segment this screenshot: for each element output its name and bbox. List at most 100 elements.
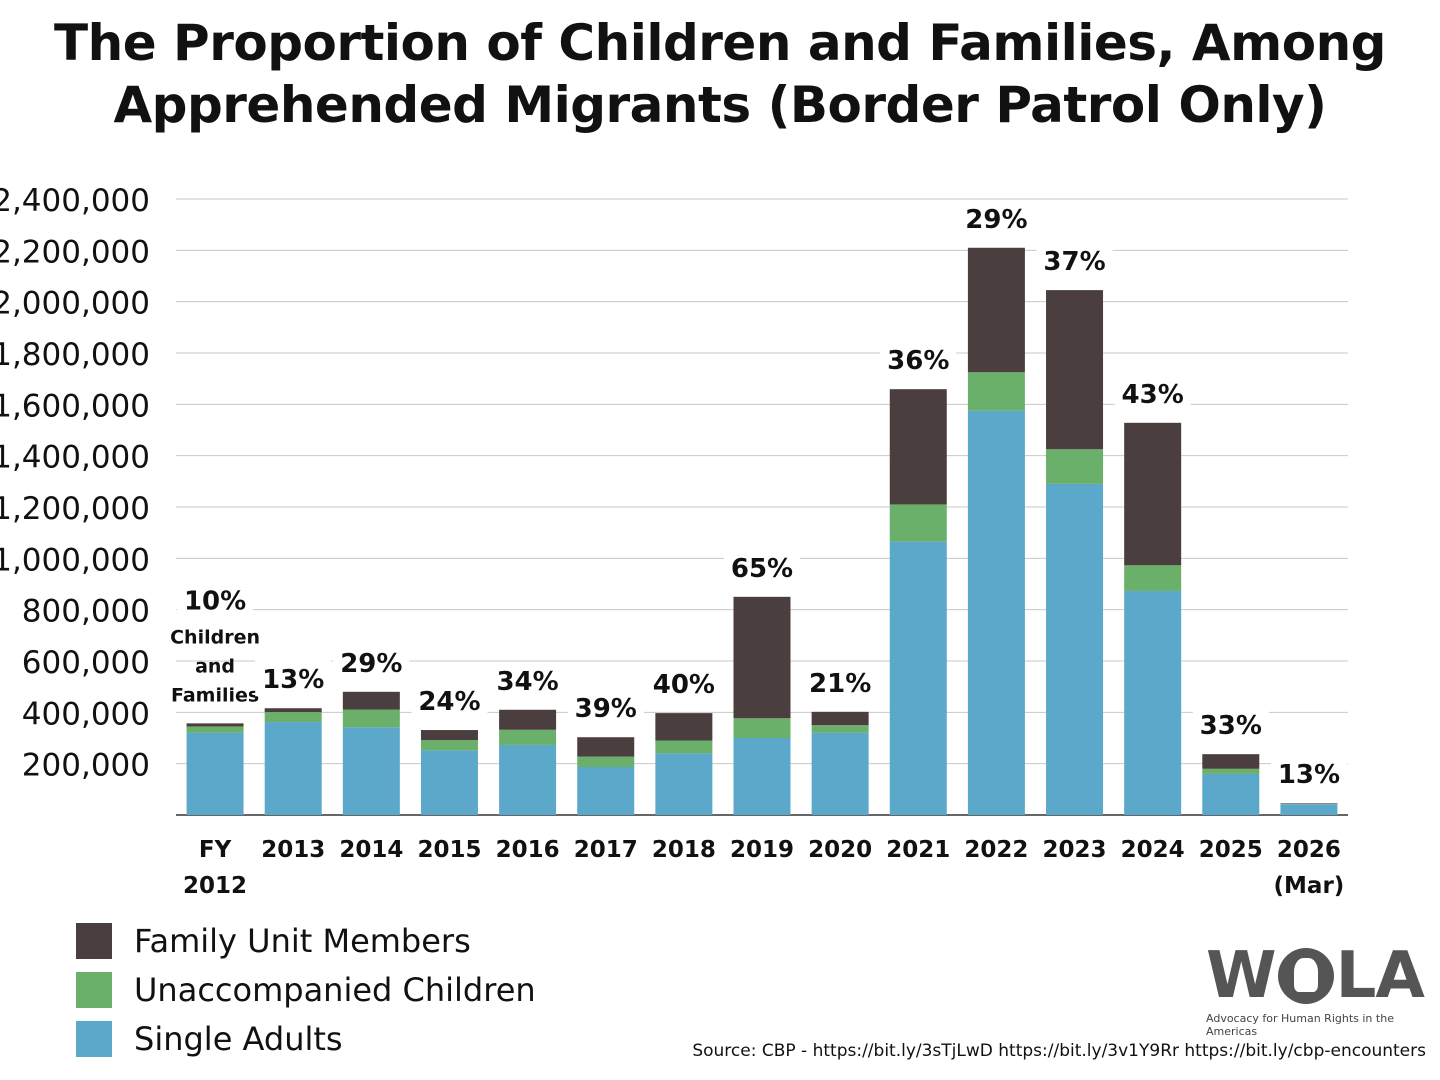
legend-item-family-units: Family Unit Members: [76, 916, 536, 965]
percent-label: 33%: [1200, 711, 1262, 741]
x-tick-label: 2022: [964, 837, 1028, 863]
percent-label: 43%: [1122, 380, 1184, 410]
chart-legend: Family Unit Members Unaccompanied Childr…: [76, 916, 536, 1063]
bar-segment-unaccompanied-children: [655, 740, 713, 754]
x-tick-label: 2012: [183, 873, 247, 899]
x-tick-label: 2015: [417, 837, 481, 863]
bar-segment-unaccompanied-children: [967, 372, 1025, 411]
legend-swatch-family-units: [76, 922, 112, 959]
legend-label-single-adults: Single Adults: [134, 1019, 343, 1058]
percent-label-bg: [802, 663, 879, 700]
bar-segment-single-adults: [186, 732, 244, 815]
bar-segment-single-adults: [889, 541, 947, 815]
percent-label-bg: [411, 682, 488, 719]
y-tick-label: 1,600,000: [0, 388, 150, 424]
bar-segment-family-units: [733, 596, 791, 719]
logo-letters-la: LA: [1335, 939, 1425, 1013]
percent-label-bg: [645, 665, 722, 702]
chart-title-line-2: Apprehended Migrants (Border Patrol Only…: [113, 76, 1327, 134]
percent-label-bg: [1270, 755, 1347, 792]
logo-letter-w: W: [1206, 939, 1277, 1013]
bar-segment-single-adults: [342, 727, 400, 815]
x-tick-label: 2016: [496, 837, 560, 863]
bar-segment-unaccompanied-children: [1124, 565, 1182, 591]
percent-label: 34%: [496, 667, 558, 697]
wola-wordmark: W LA: [1206, 944, 1430, 1008]
percent-label-bg: [1114, 374, 1191, 411]
chart-title: The Proportion of Children and Families,…: [0, 12, 1440, 136]
x-tick-label: 2024: [1121, 837, 1185, 863]
first-bar-annotation: Children: [170, 626, 260, 648]
y-tick-label: 2,000,000: [0, 286, 150, 322]
percent-label: 13%: [262, 665, 324, 695]
percent-label: 10%: [184, 586, 246, 616]
percent-label: 21%: [809, 669, 871, 699]
bar-segment-unaccompanied-children: [733, 718, 791, 738]
y-tick-label: 1,400,000: [0, 440, 150, 476]
bar-segment-single-adults: [1280, 804, 1338, 815]
bar-segment-family-units: [655, 713, 713, 741]
x-tick-label: 2018: [652, 837, 716, 863]
bar-segment-single-adults: [1046, 483, 1104, 815]
bar-segment-single-adults: [577, 767, 635, 815]
bar-segment-family-units: [889, 389, 947, 505]
x-tick-label: 2021: [886, 837, 950, 863]
bird-emblem-icon: [1277, 948, 1334, 1004]
bar-segment-family-units: [811, 711, 869, 726]
bar-segment-unaccompanied-children: [420, 740, 478, 751]
bar-segment-family-units: [967, 247, 1025, 373]
bar-segment-unaccompanied-children: [1202, 768, 1260, 774]
percent-label-bg: [1192, 706, 1269, 743]
bar-segment-unaccompanied-children: [1280, 803, 1338, 805]
bar-segment-single-adults: [499, 744, 557, 815]
bar-segment-family-units: [499, 709, 557, 730]
bar-segment-family-units: [1280, 803, 1338, 804]
percent-label: 13%: [1278, 760, 1340, 790]
bar-segment-unaccompanied-children: [577, 756, 635, 768]
percent-label-bg: [333, 643, 410, 680]
percent-label: 39%: [575, 694, 637, 724]
legend-swatch-single-adults: [76, 1020, 112, 1057]
bar-segment-unaccompanied-children: [1046, 449, 1104, 484]
percent-label-bg: [489, 661, 566, 698]
bar-segment-single-adults: [811, 732, 869, 815]
bar-segment-single-adults: [967, 410, 1025, 815]
chart-title-line-1: The Proportion of Children and Families,…: [54, 14, 1386, 72]
percent-label: 29%: [340, 649, 402, 679]
bar-segment-family-units: [420, 730, 478, 741]
bar-segment-single-adults: [1202, 773, 1260, 815]
x-tick-label: 2014: [339, 837, 403, 863]
percent-label-bg: [255, 660, 332, 697]
x-tick-label: 2019: [730, 837, 794, 863]
y-tick-label: 1,800,000: [0, 337, 150, 373]
x-tick-label: 2023: [1043, 837, 1107, 863]
percent-label: 40%: [653, 670, 715, 700]
bar-segment-family-units: [1046, 290, 1104, 450]
percent-label: 24%: [418, 687, 480, 717]
legend-label-family-units: Family Unit Members: [134, 921, 471, 960]
percent-label-bg: [567, 689, 644, 726]
bar-segment-single-adults: [420, 750, 478, 815]
x-tick-label: 2020: [808, 837, 872, 863]
y-tick-label: 600,000: [22, 645, 150, 681]
y-tick-label: 400,000: [22, 696, 150, 732]
bar-segment-family-units: [1124, 422, 1182, 566]
bar-segment-unaccompanied-children: [342, 709, 400, 728]
bar-segment-unaccompanied-children: [889, 504, 947, 542]
legend-item-single-adults: Single Adults: [76, 1014, 536, 1063]
bar-segment-unaccompanied-children: [186, 726, 244, 733]
percent-label: 36%: [887, 346, 949, 376]
legend-swatch-unaccompanied-children: [76, 971, 112, 1008]
source-note: Source: CBP - https://bit.ly/3sTjLwD htt…: [692, 1041, 1426, 1061]
y-tick-label: 200,000: [22, 748, 150, 784]
percent-label-bg: [177, 581, 254, 618]
percent-label: 29%: [965, 205, 1027, 235]
y-tick-label: 800,000: [22, 594, 150, 630]
legend-label-unaccompanied-children: Unaccompanied Children: [134, 970, 536, 1009]
percent-label-bg: [1036, 242, 1113, 279]
bar-segment-family-units: [577, 737, 635, 757]
wola-logo: W LA Advocacy for Human Rights in the Am…: [1206, 944, 1430, 1038]
logo-tagline: Advocacy for Human Rights in the America…: [1206, 1012, 1394, 1038]
first-bar-annotation: Families: [171, 684, 259, 706]
